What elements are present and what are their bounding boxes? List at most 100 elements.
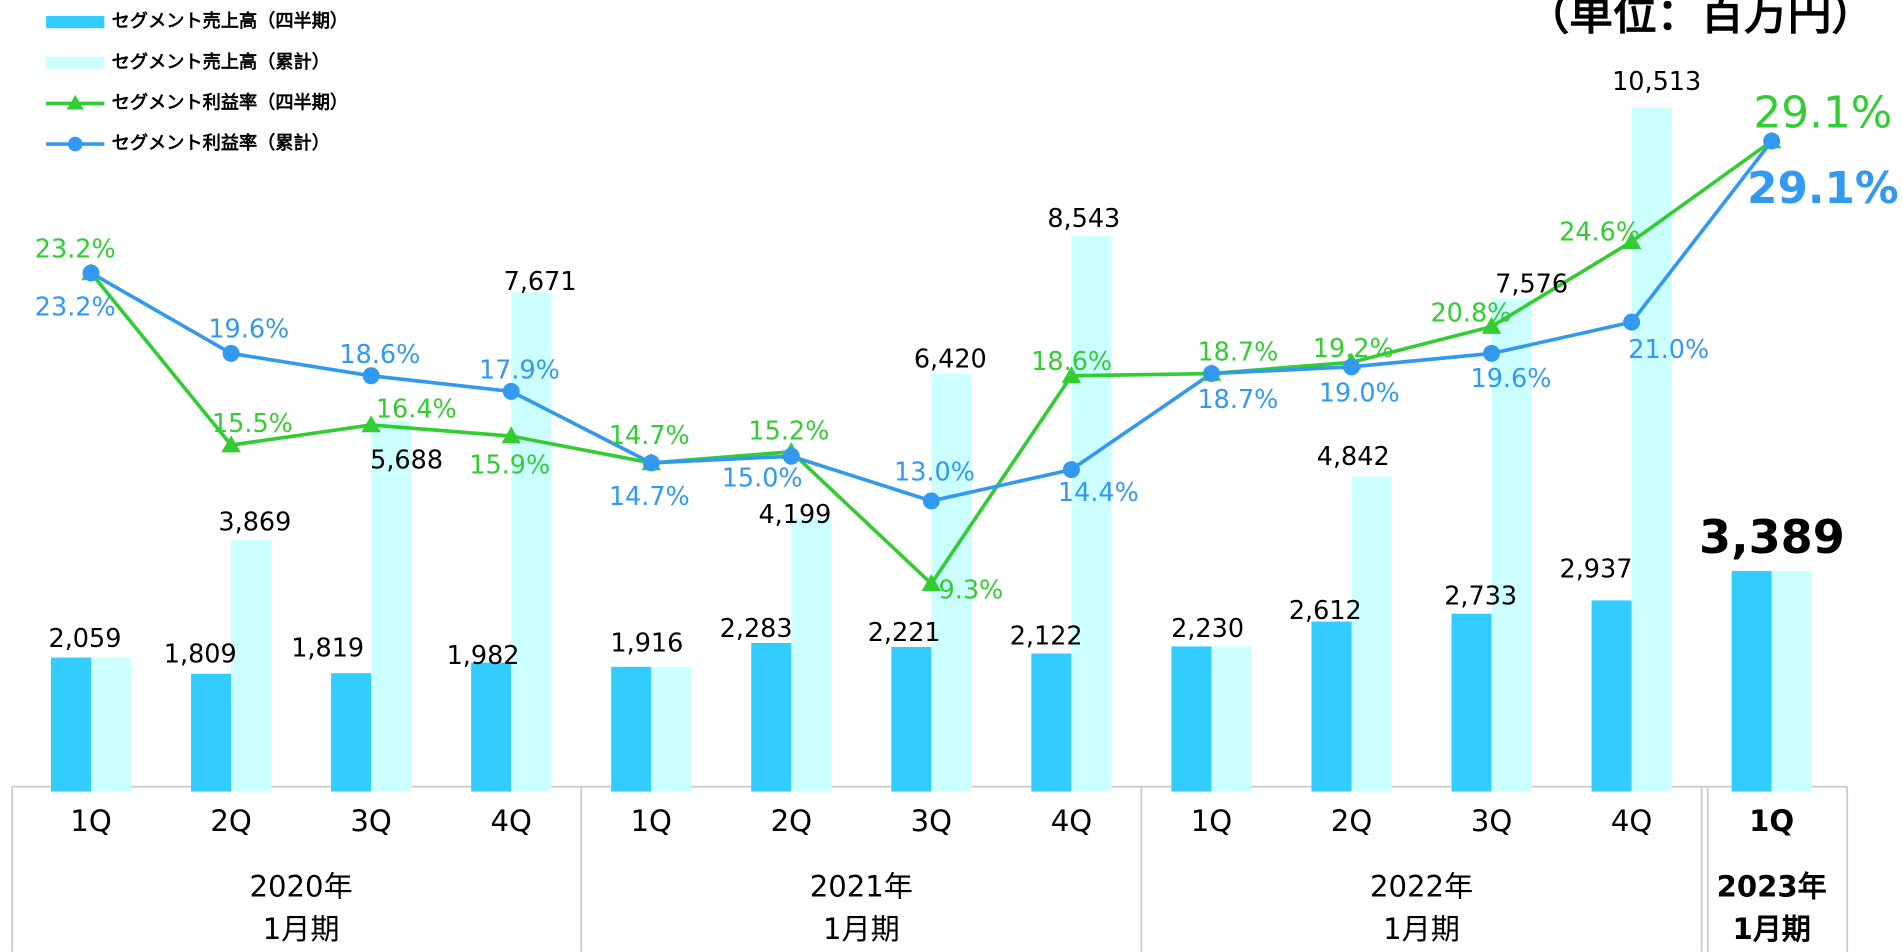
data-label: 14.4% — [1058, 478, 1139, 508]
data-label: 15.0% — [722, 464, 803, 494]
data-label: 8,543 — [1047, 204, 1120, 234]
x-tick-label: 3Q — [350, 804, 391, 838]
marker — [922, 492, 940, 510]
marker — [1202, 365, 1220, 383]
data-label: 18.6% — [339, 340, 420, 370]
data-label: 4,199 — [758, 500, 831, 530]
data-label: 10,513 — [1612, 67, 1701, 97]
bar — [651, 666, 692, 792]
marker — [1343, 358, 1361, 376]
marker — [642, 454, 660, 472]
legend-label: セグメント利益率（四半期） — [112, 91, 348, 113]
bar — [471, 662, 512, 792]
marker — [782, 447, 800, 465]
marker — [501, 426, 521, 444]
data-label: 18.6% — [1031, 347, 1112, 377]
bar — [611, 666, 652, 792]
group-label: 1月期 — [1732, 912, 1810, 946]
legend-marker — [67, 136, 83, 152]
legend-marker — [66, 94, 84, 110]
bar — [891, 647, 932, 792]
data-label: 19.2% — [1313, 334, 1394, 364]
bar — [1731, 571, 1772, 792]
group-label: 2020年 — [250, 870, 353, 904]
x-tick-label: 4Q — [1051, 804, 1092, 838]
data-label: 13.0% — [894, 458, 975, 488]
data-label: 2,059 — [48, 624, 121, 654]
data-label: 20.8% — [1430, 299, 1511, 329]
data-label: 21.0% — [1628, 335, 1709, 365]
x-tick-label: 2Q — [771, 804, 812, 838]
bar — [231, 539, 272, 792]
data-label: 19.6% — [1471, 364, 1552, 394]
x-tick-label: 3Q — [1471, 804, 1512, 838]
data-label: 18.7% — [1197, 385, 1278, 415]
data-label: 7,671 — [504, 267, 577, 297]
bar — [1591, 600, 1632, 792]
x-tick-label: 1Q — [631, 804, 672, 838]
group-label: 2023年 — [1717, 870, 1827, 904]
bar — [1351, 476, 1392, 792]
data-label: 3,869 — [218, 507, 291, 537]
data-label: 7,576 — [1495, 269, 1568, 299]
data-label: 2,221 — [868, 618, 941, 648]
x-tick-label: 1Q — [1749, 804, 1794, 838]
unit-label: （単位：百万円） — [1526, 0, 1876, 40]
group-label: 1月期 — [263, 912, 340, 946]
data-label: 6,420 — [914, 345, 987, 375]
data-label: 14.7% — [609, 421, 690, 451]
x-tick-label: 1Q — [70, 804, 111, 838]
marker — [1481, 316, 1502, 334]
bar — [50, 657, 92, 792]
data-label: 18.7% — [1197, 337, 1278, 367]
marker — [1621, 231, 1642, 249]
data-label: 3,389 — [1699, 510, 1845, 564]
bar — [1491, 298, 1532, 792]
bar — [931, 373, 972, 792]
group-label: 1月期 — [823, 912, 900, 946]
legend-label: セグメント利益率（累計） — [112, 132, 330, 154]
marker — [1062, 461, 1080, 479]
data-label: 4,842 — [1317, 442, 1390, 472]
data-label: 9.3% — [939, 575, 1004, 605]
data-label: 1,819 — [291, 634, 364, 664]
data-label: 15.5% — [212, 409, 293, 439]
x-tick-label: 3Q — [911, 804, 952, 838]
data-label: 2,612 — [1289, 596, 1362, 626]
data-label: 15.9% — [469, 450, 550, 480]
marker — [361, 415, 381, 433]
bar — [1451, 613, 1492, 792]
x-tick-label: 2Q — [1331, 804, 1372, 838]
data-label: 1,809 — [164, 640, 237, 670]
bar — [1031, 653, 1072, 792]
bar — [371, 421, 412, 792]
bar — [751, 642, 792, 792]
data-label: 5,688 — [370, 445, 443, 475]
legend-label: セグメント売上高（四半期） — [112, 10, 348, 32]
bar — [1311, 621, 1352, 792]
marker — [222, 344, 240, 362]
legend-swatch — [46, 56, 105, 69]
data-label: 2,283 — [720, 614, 793, 644]
data-label: 19.6% — [208, 314, 289, 344]
x-tick-label: 1Q — [1191, 804, 1232, 838]
legend-label: セグメント売上高（累計） — [112, 51, 330, 73]
data-label: 19.0% — [1319, 379, 1400, 409]
bar — [91, 657, 132, 792]
data-label: 2,230 — [1171, 614, 1244, 644]
bar — [511, 292, 552, 792]
marker — [1061, 366, 1082, 384]
x-tick-label: 4Q — [1611, 804, 1652, 838]
marker — [1483, 344, 1501, 362]
x-tick-label: 2Q — [210, 804, 251, 838]
data-label: 16.4% — [376, 394, 457, 424]
data-label: 15.2% — [748, 416, 829, 446]
data-label: 1,982 — [447, 641, 520, 671]
marker — [362, 367, 380, 385]
marker — [921, 573, 942, 591]
bar — [1631, 107, 1672, 792]
bar — [1211, 646, 1252, 792]
data-label: 2,937 — [1559, 555, 1632, 585]
data-label: 24.6% — [1559, 217, 1640, 247]
bar — [791, 518, 832, 792]
